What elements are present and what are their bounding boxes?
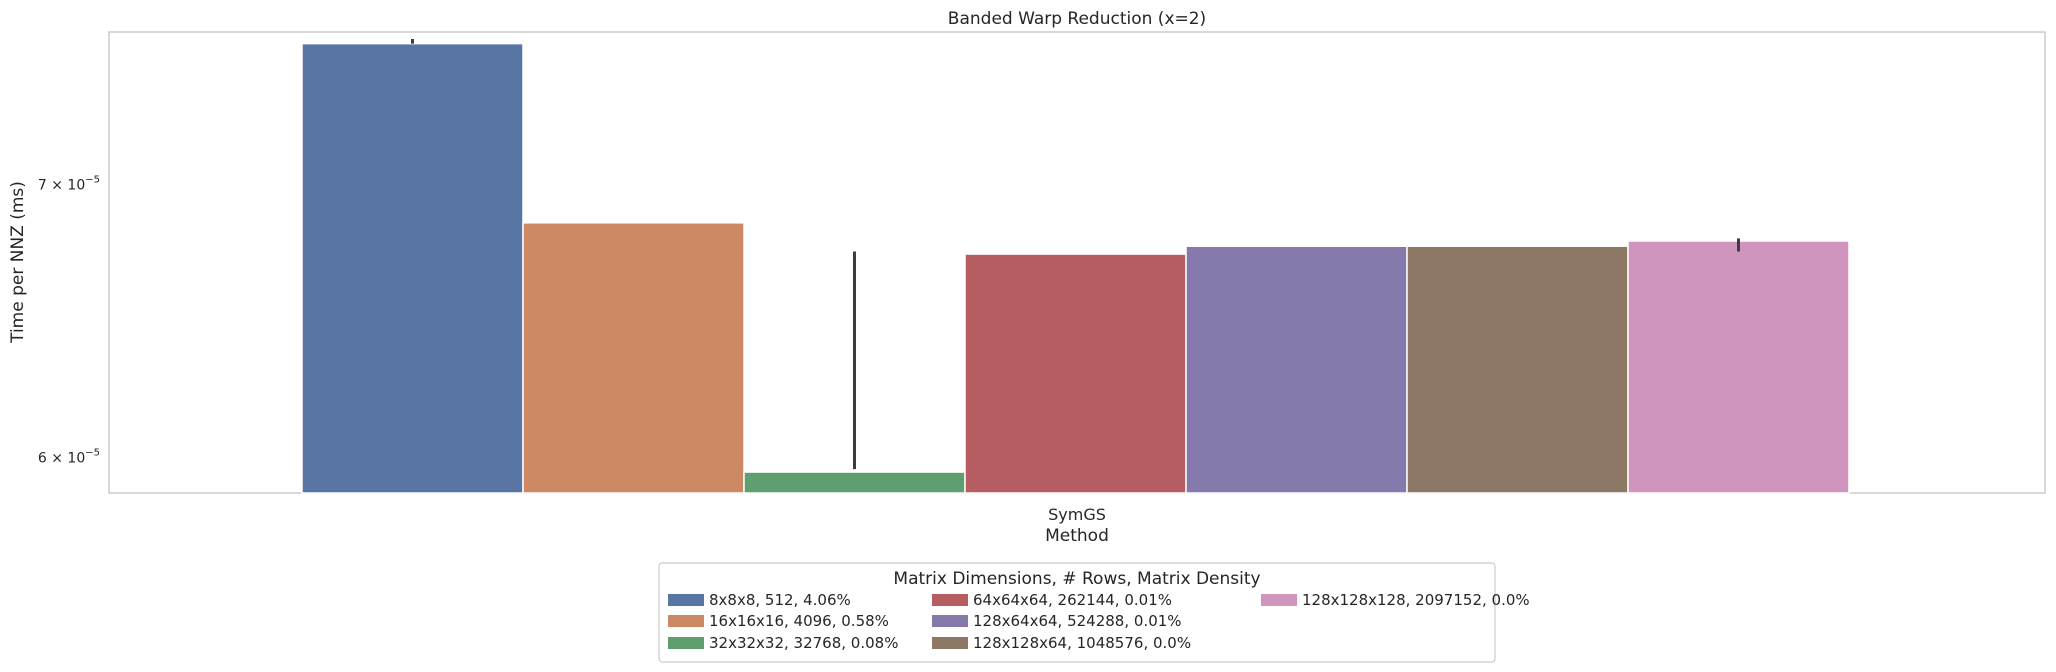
x-axis-label: Method xyxy=(1045,526,1109,546)
x-tick-label: SymGS xyxy=(1048,505,1106,524)
legend-swatch-3 xyxy=(668,637,704,649)
legend-swatch-5 xyxy=(932,615,968,627)
legend-swatch-7 xyxy=(1261,594,1297,606)
legend-swatch-2 xyxy=(668,615,704,627)
bars-group xyxy=(301,42,1850,494)
bar-7 xyxy=(1627,240,1850,494)
legend-label-4: 64x64x64, 262144, 0.01% xyxy=(973,591,1172,609)
y-tick-label-1: 6 × 10−5 xyxy=(38,447,100,466)
chart-title: Banded Warp Reduction (x=2) xyxy=(948,9,1206,29)
legend: Matrix Dimensions, # Rows, Matrix Densit… xyxy=(658,562,1530,663)
bar-4 xyxy=(964,253,1187,494)
legend-swatch-6 xyxy=(932,637,968,649)
legend-label-1: 8x8x8, 512, 4.06% xyxy=(709,591,851,609)
y-tick-label-2: 7 × 10−5 xyxy=(38,174,100,193)
bar-6 xyxy=(1406,245,1629,494)
legend-label-5: 128x64x64, 524288, 0.01% xyxy=(973,612,1182,630)
legend-swatch-4 xyxy=(932,594,968,606)
bar-5 xyxy=(1185,245,1408,494)
legend-box xyxy=(658,562,1496,663)
legend-label-3: 32x32x32, 32768, 0.08% xyxy=(709,634,898,652)
legend-swatch-1 xyxy=(668,594,704,606)
bar-2 xyxy=(522,222,745,494)
error-bars-group xyxy=(411,38,1740,470)
legend-title: Matrix Dimensions, # Rows, Matrix Densit… xyxy=(893,569,1260,589)
legend-label-2: 16x16x16, 4096, 0.58% xyxy=(709,612,889,630)
y-axis-ticks: 6 × 10−5 7 × 10−5 xyxy=(38,174,100,466)
bar-3 xyxy=(743,471,966,494)
legend-label-7: 128x128x128, 2097152, 0.0% xyxy=(1302,591,1530,609)
bar-1 xyxy=(301,42,524,494)
legend-label-6: 128x128x64, 1048576, 0.0% xyxy=(973,634,1191,652)
y-axis-label: Time per NNZ (ms) xyxy=(8,181,28,344)
